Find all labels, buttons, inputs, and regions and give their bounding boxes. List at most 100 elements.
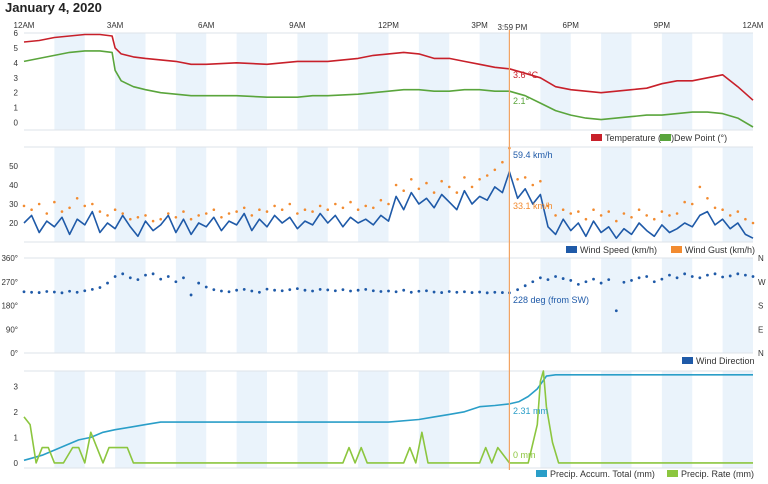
hour-band [358, 147, 389, 242]
wind-direction-point [68, 289, 71, 293]
wind-direction-point [303, 288, 307, 292]
wind-gust-point [182, 210, 185, 213]
hour-band [175, 33, 207, 130]
wind-gust-point [577, 210, 580, 213]
wind-gust-point [432, 191, 436, 194]
wind-direction-point [273, 288, 276, 292]
wind-gust-point [698, 185, 702, 189]
wind-gust-point [174, 216, 178, 219]
wind-gust-point [493, 168, 497, 172]
wind-direction-point [440, 291, 444, 294]
wind-gust-point [713, 206, 717, 210]
wind-direction-point [151, 272, 155, 276]
wind-direction-point [258, 290, 261, 294]
wind-direction-point [409, 290, 413, 294]
y-tick-label: 4 [14, 59, 19, 68]
wind-direction-point [356, 288, 360, 292]
cursor-value-label: 59.4 km/h [513, 150, 553, 160]
wind-direction-point [599, 281, 603, 285]
wind-direction-point [660, 277, 664, 281]
wind-gust-point [91, 202, 94, 206]
time-tick-label: 12AM [14, 21, 35, 30]
cursor-value-label: 228 deg (from SW) [513, 295, 589, 305]
wind-direction-point [614, 309, 618, 313]
wind-direction-point [728, 274, 732, 278]
wind-gust-point [212, 208, 216, 211]
wind-gust-point [744, 217, 747, 221]
wind-gust-point [379, 198, 383, 202]
cursor-value-label: 33.1 km/h [513, 201, 553, 211]
time-cursor[interactable]: 3:59 PM [497, 23, 528, 470]
hour-band [115, 258, 146, 353]
wind-gust-point [706, 197, 709, 200]
wind-gust-point [227, 212, 231, 215]
wind-direction-point [189, 293, 193, 297]
wind-gust-point [30, 208, 33, 211]
y-tick-label: 0° [10, 349, 18, 358]
hour-band [418, 147, 450, 242]
wind-direction-point [166, 275, 170, 278]
wind-gust-point [197, 214, 200, 217]
wind-direction-point [136, 278, 140, 282]
wind-direction-point [98, 286, 102, 289]
wind-direction-point [493, 290, 497, 294]
wind-direction-point [645, 275, 649, 278]
wind-direction-point [501, 291, 504, 294]
wind-gust-point [690, 202, 694, 206]
wind-direction-point [349, 289, 352, 293]
wind-gust-point [204, 212, 208, 215]
time-tick-label: 6PM [563, 21, 580, 30]
wind-direction-point [280, 289, 284, 293]
time-tick-label: 9AM [289, 21, 306, 30]
wind-gust-point [37, 202, 41, 206]
time-tick-label: 3AM [107, 21, 124, 30]
wind-direction-point [326, 288, 330, 292]
wind-gust-point [326, 208, 330, 211]
hour-band [115, 33, 146, 130]
hour-band [601, 371, 632, 468]
wind-direction-point [736, 272, 740, 276]
wind-gust-point [652, 217, 656, 221]
wind-direction-point [45, 290, 49, 293]
wind-direction-point [523, 284, 527, 288]
wind-gust-point [242, 206, 246, 210]
wind-direction-point [584, 280, 588, 284]
cursor-time-label: 3:59 PM [497, 23, 527, 32]
wind-gust-point [311, 210, 314, 213]
wind-direction-point [250, 289, 254, 293]
time-tick-label: 9PM [654, 21, 671, 30]
wind-gust-point [121, 212, 125, 215]
wind-gust-point [250, 214, 254, 217]
wind-direction-point [675, 276, 679, 280]
hour-band [601, 33, 632, 130]
wind-direction-point [394, 290, 398, 294]
wind-direction-point [447, 290, 451, 293]
wind-direction-point [52, 290, 56, 294]
wind-gust-point [159, 217, 162, 221]
wind-gust-point [113, 208, 117, 211]
y-tick-label: 50 [9, 162, 18, 171]
wind-direction-point [113, 275, 117, 278]
wind-gust-point [60, 210, 64, 213]
wind-gust-point [349, 200, 352, 204]
hour-band [236, 147, 267, 242]
hour-band [358, 33, 389, 130]
wind-direction-point [182, 276, 185, 280]
wind-gust-point [751, 221, 755, 225]
wind-gust-point [485, 174, 489, 177]
wind-gust-point [622, 212, 626, 215]
wind-direction-point [144, 273, 147, 277]
hour-band [722, 258, 753, 353]
legend-swatch [682, 357, 693, 364]
wind-direction-point [121, 272, 125, 276]
wind-direction-point [485, 291, 489, 295]
legend-swatch [566, 246, 577, 253]
wind-direction-point [379, 290, 383, 293]
y-tick-label: 0 [14, 459, 19, 468]
wind-speed-km-h-line [23, 170, 754, 239]
wind-gust-point [539, 179, 542, 183]
wind-gust-point [561, 208, 565, 211]
y-tick-label: 90° [6, 325, 18, 334]
cursor-value-label: 0 mm [513, 450, 536, 460]
